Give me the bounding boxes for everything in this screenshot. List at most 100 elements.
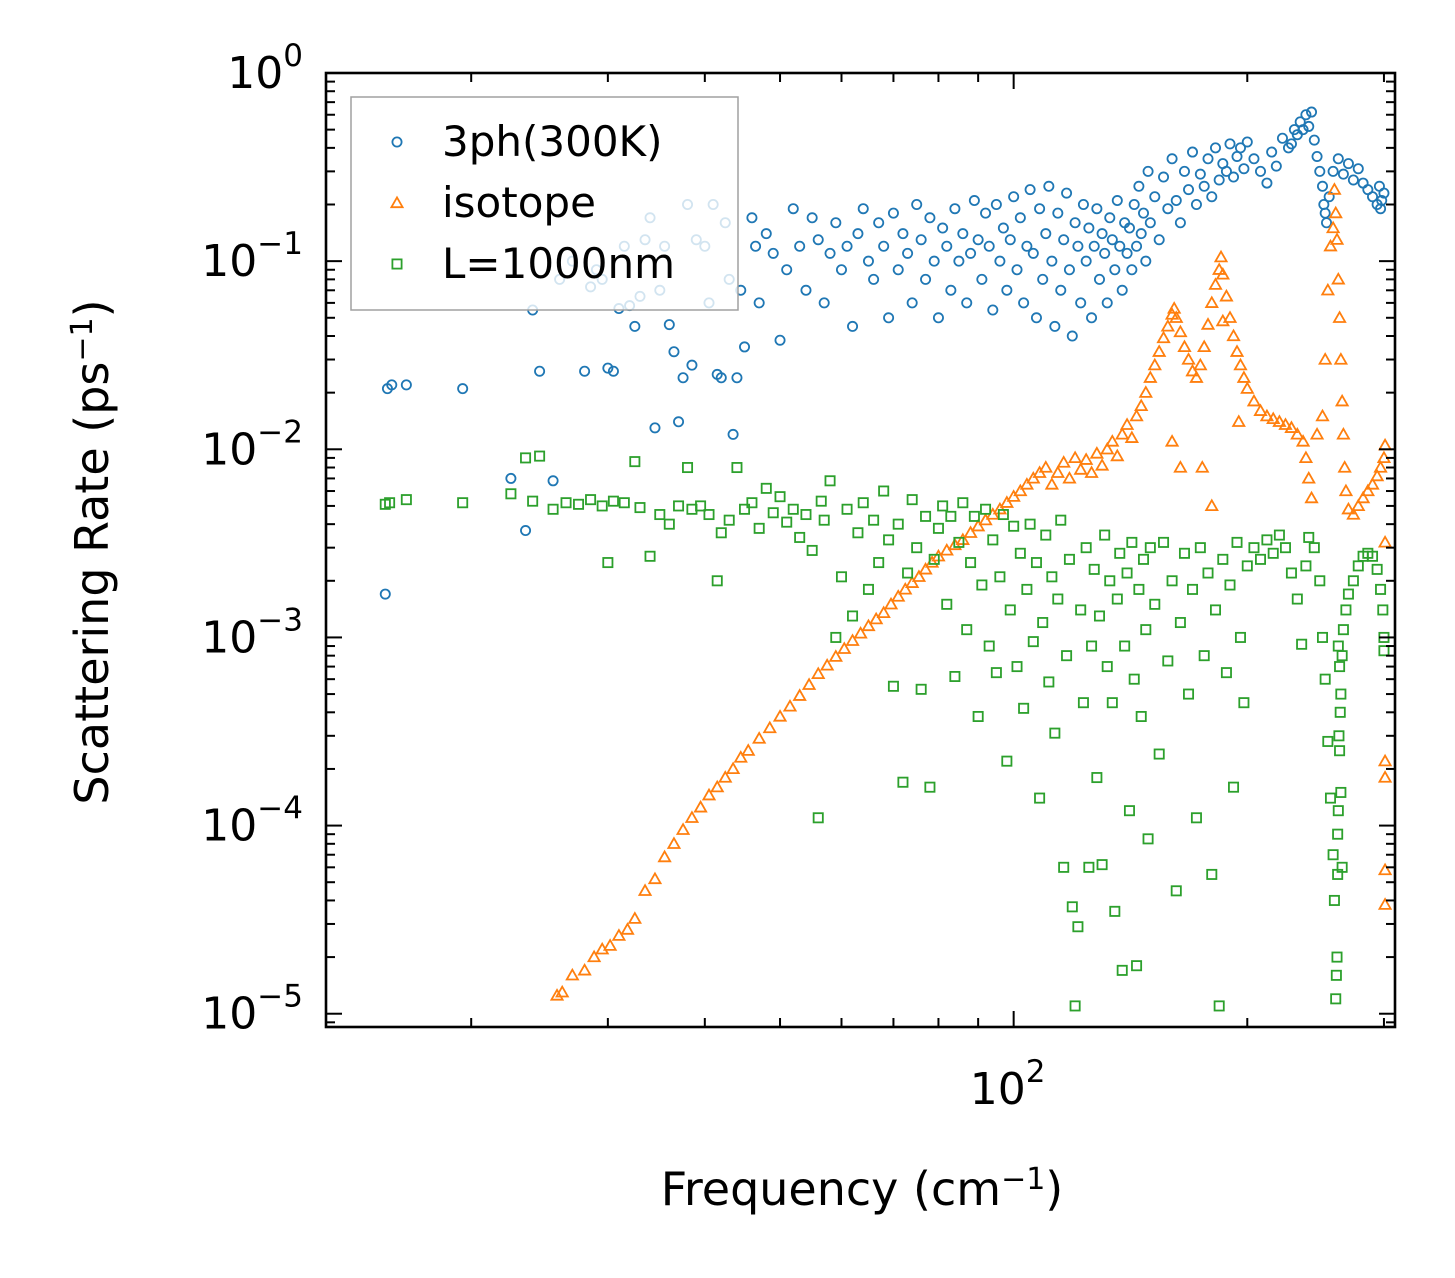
- data-point: [1040, 529, 1052, 541]
- data-point: [647, 871, 663, 885]
- legend-label: 3ph(300K): [442, 117, 662, 166]
- data-point: [1121, 567, 1133, 579]
- data-point: [1170, 885, 1182, 897]
- data-point: [1167, 301, 1182, 314]
- data-point: [1377, 437, 1393, 451]
- data-point: [830, 217, 842, 229]
- data-point: [1069, 1000, 1081, 1012]
- data-point: [1046, 571, 1058, 583]
- data-point: [1377, 534, 1393, 548]
- data-point: [1328, 894, 1340, 906]
- data-point: [968, 195, 980, 207]
- data-point: [1367, 550, 1379, 562]
- data-point: [1001, 284, 1013, 296]
- data-point: [727, 428, 739, 440]
- data-point: [1153, 748, 1165, 760]
- data-point: [1373, 460, 1388, 473]
- data-point: [945, 284, 957, 296]
- data-point: [1331, 951, 1343, 963]
- data-point: [1219, 288, 1234, 302]
- data-point: [1181, 352, 1196, 365]
- data-point: [1162, 655, 1174, 667]
- data-point: [741, 743, 756, 756]
- data-point: [965, 247, 977, 259]
- data-point: [897, 228, 909, 240]
- data-point: [677, 372, 689, 384]
- data-point: [1241, 136, 1253, 148]
- data-point: [1195, 460, 1210, 473]
- data-point: [1325, 220, 1341, 234]
- data-point: [987, 534, 999, 546]
- y-axis-title-sup: −1: [65, 317, 100, 361]
- data-point: [663, 518, 675, 530]
- data-point: [752, 731, 767, 744]
- data-point: [1334, 393, 1350, 407]
- data-point: [1061, 650, 1073, 662]
- data-point: [1055, 514, 1067, 526]
- data-point: [1185, 363, 1200, 377]
- data-point: [841, 240, 853, 252]
- series-2: [379, 450, 1390, 1012]
- plot-frame: [324, 71, 1397, 1029]
- data-point: [841, 503, 853, 515]
- data-point: [1259, 408, 1275, 422]
- data-point: [1091, 203, 1103, 215]
- data-point: [1116, 284, 1128, 296]
- data-point: [686, 359, 698, 371]
- data-point: [1209, 604, 1221, 616]
- data-point: [1324, 792, 1336, 804]
- data-point: [711, 575, 723, 587]
- data-point: [1077, 697, 1089, 709]
- data-point: [1378, 645, 1390, 657]
- data-point: [1336, 861, 1348, 873]
- data-point: [1220, 165, 1232, 177]
- data-point: [1133, 180, 1145, 192]
- data-point: [746, 212, 758, 224]
- data-point: [949, 203, 961, 215]
- data-point: [1011, 264, 1023, 276]
- data-point: [932, 522, 944, 534]
- data-point: [1224, 138, 1236, 150]
- data-point: [1335, 786, 1347, 798]
- data-point: [1099, 247, 1111, 259]
- data-point: [1008, 191, 1020, 203]
- data-point: [629, 320, 641, 332]
- data-point: [782, 698, 798, 712]
- data-point: [868, 514, 880, 526]
- data-point: [892, 518, 904, 530]
- data-point: [1190, 812, 1202, 824]
- data-point: [1083, 861, 1095, 873]
- data-point: [1197, 339, 1212, 353]
- data-point: [457, 497, 469, 509]
- data-point: [1014, 212, 1026, 224]
- data-point: [801, 677, 817, 690]
- data-point: [1278, 417, 1293, 430]
- data-point: [1319, 673, 1331, 685]
- data-point: [1333, 730, 1345, 742]
- data-point: [1030, 312, 1042, 324]
- legend-marker: [391, 136, 403, 148]
- data-point: [1099, 529, 1111, 541]
- data-point: [997, 509, 1009, 521]
- data-point: [852, 527, 864, 539]
- data-point: [1336, 426, 1351, 440]
- data-point: [1272, 414, 1287, 427]
- data-point: [1341, 501, 1356, 515]
- data-point: [1332, 153, 1344, 165]
- data-point: [1128, 199, 1140, 211]
- data-point: [586, 949, 602, 963]
- data-point: [990, 199, 1002, 211]
- data-point: [1105, 434, 1120, 447]
- data-point: [718, 770, 733, 783]
- data-point: [505, 472, 517, 484]
- data-point: [1334, 661, 1346, 673]
- data-point: [1298, 450, 1314, 463]
- data-point: [937, 500, 949, 512]
- data-point: [1306, 106, 1318, 118]
- data-point: [932, 312, 944, 324]
- data-point: [1248, 153, 1260, 165]
- data-point: [1285, 567, 1297, 579]
- data-point: [1365, 477, 1380, 490]
- data-point: [862, 255, 874, 267]
- data-point: [1329, 232, 1345, 245]
